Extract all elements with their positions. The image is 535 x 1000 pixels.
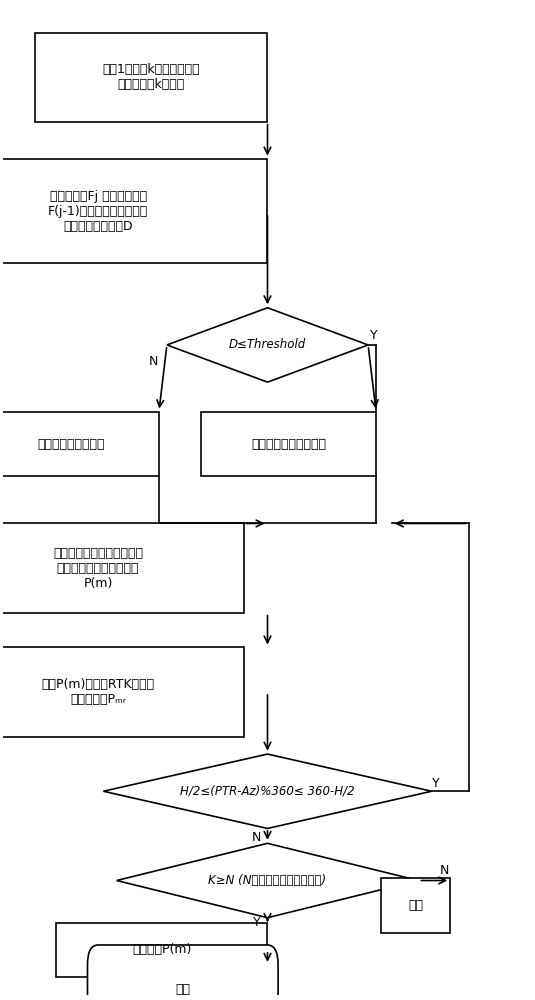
Text: D≤Threshold: D≤Threshold	[229, 338, 306, 351]
Text: K≥N (N为聚类所需最小坐标数): K≥N (N为聚类所需最小坐标数)	[209, 874, 326, 887]
FancyBboxPatch shape	[0, 647, 243, 737]
FancyBboxPatch shape	[201, 412, 376, 476]
Text: 该坐标插入已有的数组: 该坐标插入已有的数组	[251, 438, 326, 451]
Text: 计算P(m)相对于RTK当前位
置的方位角Pₘᵣ: 计算P(m)相对于RTK当前位 置的方位角Pₘᵣ	[42, 678, 155, 706]
Text: H/2≤(PTR-Az)%360≤ 360-H/2: H/2≤(PTR-Az)%360≤ 360-H/2	[180, 785, 355, 798]
Text: 记录坐标P(m): 记录坐标P(m)	[132, 943, 192, 956]
Text: 将第1帧图像k棵树经纬度坐
标分别插入k个数组: 将第1帧图像k棵树经纬度坐 标分别插入k个数组	[102, 63, 200, 91]
FancyBboxPatch shape	[56, 923, 268, 977]
Text: 该坐标插入新的数组: 该坐标插入新的数组	[38, 438, 105, 451]
Text: N: N	[252, 831, 262, 844]
FancyBboxPatch shape	[0, 159, 268, 263]
Text: N: N	[149, 355, 158, 368]
Text: 比较帧图像Fj 和相邻前一帧
F(j-1)中各个目标物体经纬
度之间的平面距离D: 比较帧图像Fj 和相邻前一帧 F(j-1)中各个目标物体经纬 度之间的平面距离D	[48, 190, 148, 233]
FancyBboxPatch shape	[88, 945, 278, 1000]
FancyBboxPatch shape	[0, 523, 243, 613]
Polygon shape	[167, 308, 368, 382]
Text: 对每个数组加权聚类得到每
棵果树的唯一经纬度坐标
P(m): 对每个数组加权聚类得到每 棵果树的唯一经纬度坐标 P(m)	[53, 547, 143, 590]
Text: 结束: 结束	[175, 983, 190, 996]
FancyBboxPatch shape	[35, 33, 268, 122]
Polygon shape	[117, 843, 418, 918]
FancyBboxPatch shape	[381, 878, 450, 933]
Text: Y: Y	[432, 777, 439, 790]
Text: Y: Y	[253, 916, 261, 929]
FancyBboxPatch shape	[0, 412, 159, 476]
Text: Y: Y	[370, 329, 377, 342]
Polygon shape	[103, 754, 432, 828]
Text: N: N	[440, 864, 449, 877]
Text: 丢弃: 丢弃	[408, 899, 423, 912]
